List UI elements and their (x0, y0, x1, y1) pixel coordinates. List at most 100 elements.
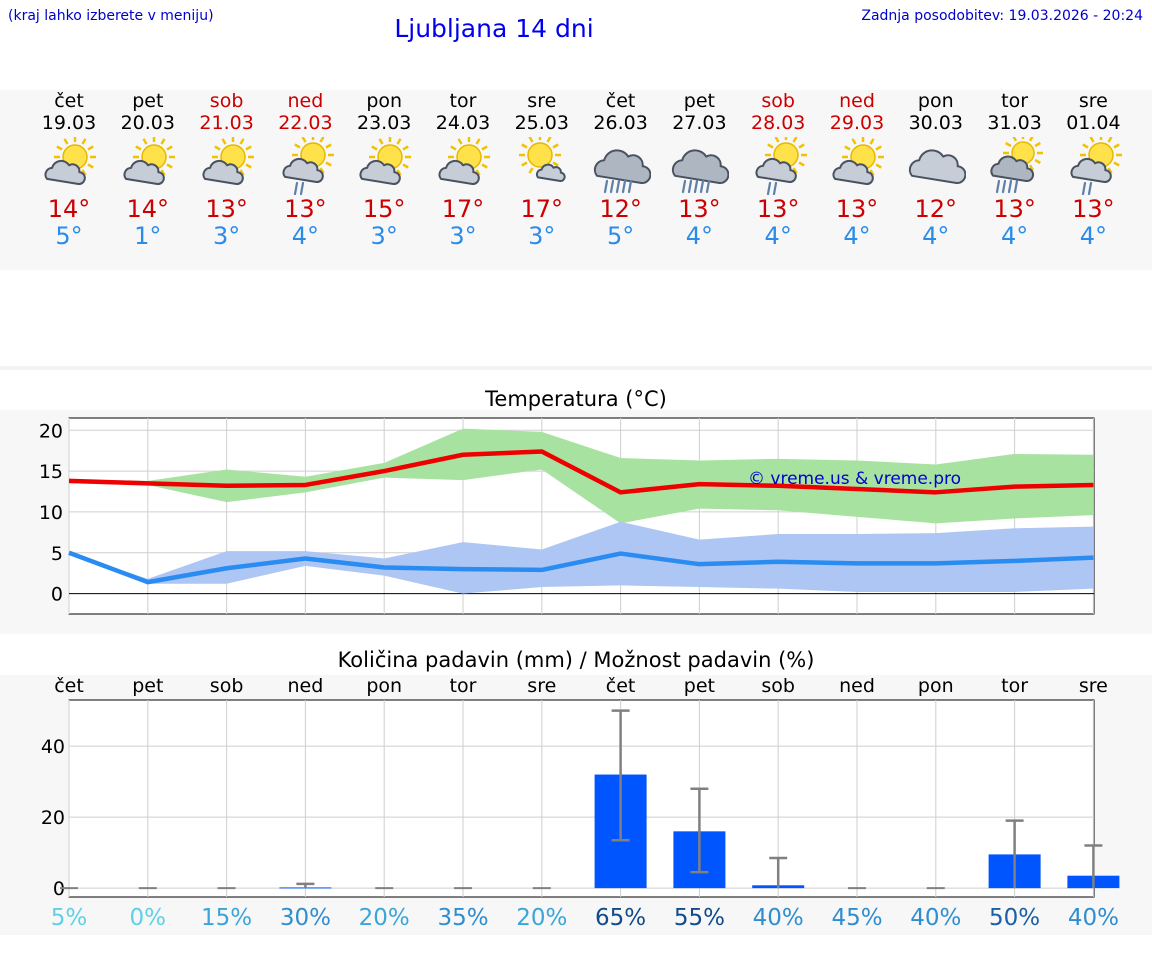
precip-chance: 30% (279, 905, 331, 931)
temp-max: 17° (441, 195, 485, 223)
temp-min: 3° (449, 222, 477, 250)
temp-max: 13° (678, 195, 721, 223)
last-update: Zadnja posodobitev: 19.03.2026 - 20:24 (861, 8, 1143, 24)
precip-day-label: tor (449, 675, 477, 697)
day-date: 25.03 (514, 112, 569, 134)
precip-chance: 40% (910, 905, 962, 931)
page-title: Ljubljana 14 dni (394, 14, 594, 43)
temp-min: 3° (528, 222, 556, 250)
day-name: sob (761, 90, 795, 112)
day-date: 01.04 (1066, 112, 1121, 134)
temp-min: 4° (764, 222, 792, 250)
day-name: sre (1078, 90, 1108, 112)
temperature-chart: 0 5 10 15 20 © vreme.us & vreme.pro (39, 417, 1095, 615)
precip-chance: 50% (989, 905, 1041, 931)
day-name: tor (449, 90, 477, 112)
cloud-heavy-rain-icon (672, 149, 730, 194)
precipitation-chart: 0 20 40 (41, 699, 1120, 900)
temp-max: 13° (835, 195, 879, 223)
day-forecast: pon 23.03 15° 3° (344, 91, 424, 249)
temp-min: 4° (685, 222, 714, 250)
sun-cloud-rain-icon (755, 137, 808, 195)
day-forecast: čet 26.03 12° 5° (581, 91, 661, 249)
day-forecast: tor 24.03 17° 3° (423, 91, 503, 249)
menu-hint: (kraj lahko izberete v meniju) (8, 8, 214, 24)
y-tick-label: 40 (41, 736, 65, 758)
day-forecast: pon 30.03 12° 4° (896, 91, 976, 249)
temp-min: 5° (55, 222, 83, 250)
precip-chance: 65% (595, 905, 647, 931)
temp-min: 4° (922, 222, 950, 250)
day-forecast: čet 19.03 14° 5° (29, 91, 109, 249)
temp-min: 5° (606, 222, 635, 250)
temp-min: 3° (212, 222, 241, 250)
precip-chance: 0% (129, 905, 167, 931)
temp-max: 14° (47, 195, 91, 223)
precip-chance: 40% (752, 905, 804, 931)
precip-day-label: sre (1078, 675, 1108, 697)
temp-min: 4° (1079, 222, 1108, 250)
precip-day-label: čet (605, 675, 636, 697)
day-name: pet (132, 90, 164, 112)
y-tick-label: 20 (39, 420, 63, 442)
precip-day-label: tor (1001, 675, 1029, 697)
precip-day-label: pon (366, 675, 403, 697)
day-name: ned (287, 90, 324, 112)
max-temp-line (68, 449, 1094, 495)
y-tick-label: 20 (41, 807, 65, 829)
precip-day-label: sob (761, 675, 795, 697)
precip-chance: 55% (673, 905, 725, 931)
max-temp-range-band (69, 428, 1094, 524)
sun-small-cloud-icon (518, 137, 566, 182)
sun-cloud-icon (359, 137, 412, 185)
sun-cloud-icon (123, 137, 175, 185)
precip-day-label: sre (527, 675, 557, 697)
temp-min: 1° (134, 222, 162, 250)
precip-chance: 40% (1067, 905, 1119, 931)
day-date: 27.03 (672, 112, 727, 134)
temp-max: 14° (126, 195, 170, 223)
precip-chance: 20% (516, 905, 568, 931)
day-date: 23.03 (356, 112, 412, 134)
y-tick-label: 0 (51, 584, 63, 606)
precip-day-label: pet (132, 675, 164, 697)
precip-day-label: pon (917, 675, 954, 697)
day-forecast: sre 25.03 17° 3° (502, 91, 582, 249)
precip-day-label: ned (839, 675, 875, 697)
temp-min: 4° (291, 222, 320, 250)
day-date: 30.03 (908, 112, 963, 134)
day-forecast: tor 31.03 13° 4° (975, 91, 1055, 249)
sun-cloud-heavy-rain-icon (990, 137, 1043, 194)
day-forecast: ned 29.03 13° 4° (817, 91, 897, 249)
temp-max: 12° (599, 195, 642, 223)
precipitation-chart-title: Količina padavin (mm) / Možnost padavin … (337, 648, 815, 672)
day-date: 31.03 (987, 112, 1042, 134)
y-tick-label: 5 (51, 543, 63, 565)
temp-max: 17° (520, 195, 564, 223)
temp-max: 13° (284, 195, 327, 223)
precip-day-label: sob (209, 675, 244, 697)
precip-chance: 15% (201, 905, 253, 931)
temp-max: 13° (993, 195, 1036, 223)
precip-chance: 5% (50, 905, 88, 931)
cloud-icon (908, 149, 966, 184)
sun-cloud-icon (202, 137, 254, 185)
day-forecast: sre 01.04 13° 4° (1053, 91, 1133, 249)
divider (0, 366, 1152, 370)
sun-cloud-icon (44, 137, 96, 185)
day-date: 19.03 (41, 112, 97, 134)
day-forecast: pet 27.03 13° 4° (659, 91, 739, 249)
cloud-heavy-rain-icon (593, 149, 651, 194)
temp-max: 15° (362, 195, 406, 223)
day-name: pet (683, 90, 715, 112)
day-name: čet (605, 90, 636, 112)
day-date: 22.03 (278, 112, 333, 134)
day-name: pon (917, 90, 954, 112)
day-date: 21.03 (199, 112, 254, 134)
day-name: pon (366, 90, 403, 112)
y-tick-label: 10 (39, 502, 63, 524)
day-date: 26.03 (593, 112, 648, 134)
day-name: sre (527, 90, 557, 112)
day-date: 20.03 (120, 112, 175, 134)
day-name: tor (1001, 90, 1029, 112)
